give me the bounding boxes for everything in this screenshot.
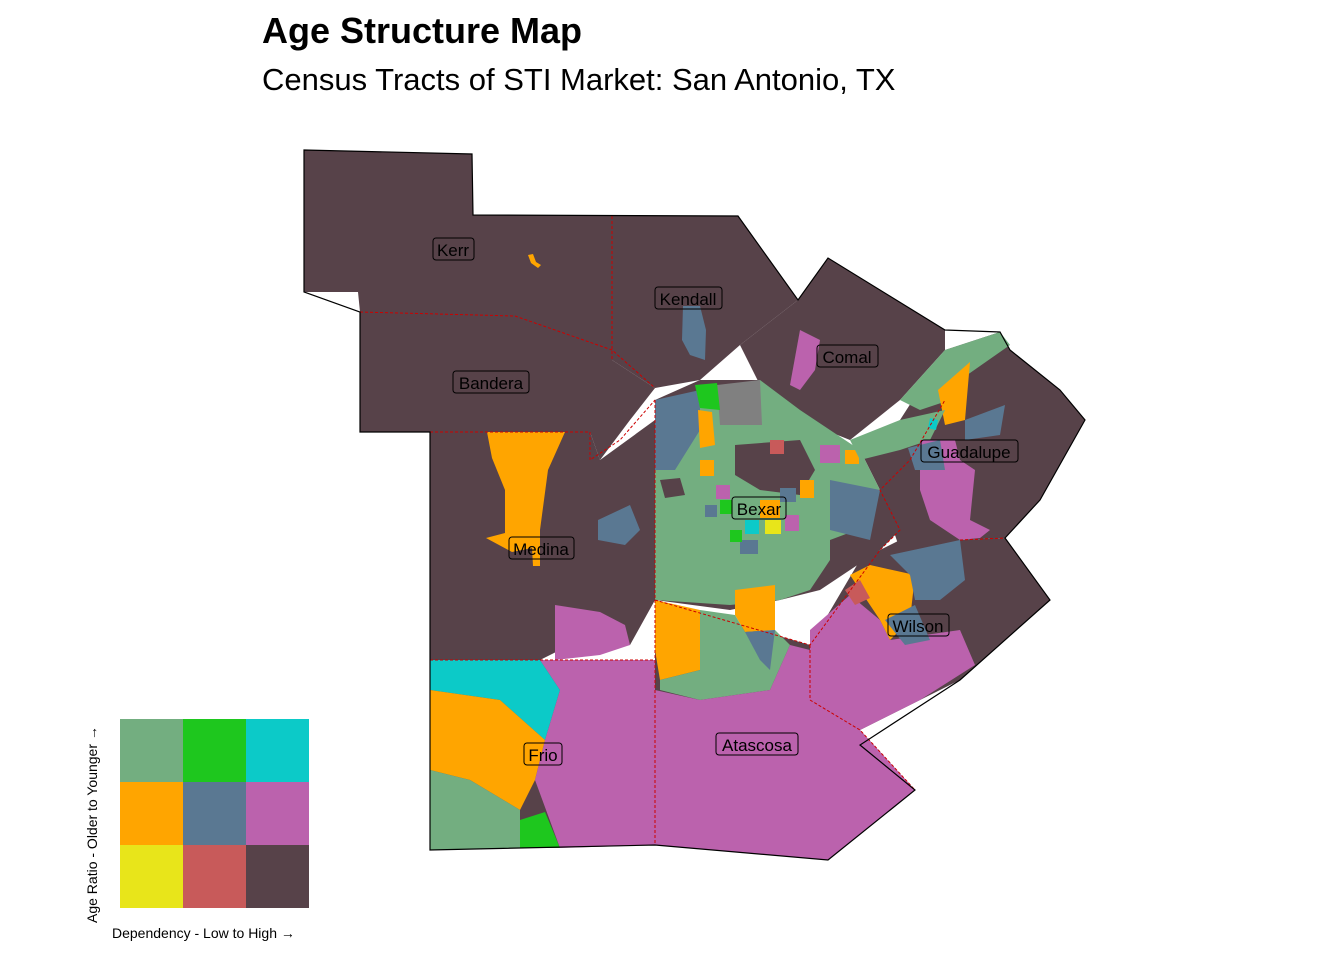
tract-region — [430, 690, 545, 810]
tract-region — [845, 450, 859, 464]
legend-y-axis-label: Age Ratio - Older to Younger → — [84, 726, 100, 923]
tract-region — [745, 630, 775, 670]
tract-region — [716, 485, 730, 499]
border-line — [430, 399, 656, 461]
tract-region — [555, 605, 630, 660]
legend-cell — [183, 845, 246, 908]
tract-region — [760, 500, 780, 518]
legend-x-axis-label: Dependency - Low to High → — [112, 925, 295, 941]
tract-region — [740, 540, 758, 554]
label-comal: Comal — [816, 344, 879, 368]
tract-region — [520, 812, 560, 848]
tract-region — [820, 445, 840, 463]
svg-text:Wilson: Wilson — [892, 617, 943, 636]
tract-region — [730, 530, 742, 542]
border-line — [959, 537, 1006, 541]
map-title: Age Structure Map — [262, 10, 583, 51]
svg-text:Kendall: Kendall — [660, 290, 717, 309]
label-bandera: Bandera — [452, 370, 530, 394]
tract-region — [900, 332, 1010, 410]
svg-text:Bexar: Bexar — [737, 500, 782, 519]
tract-region — [885, 605, 930, 645]
tract-region — [745, 520, 759, 534]
tract-region — [735, 440, 815, 495]
market-outline — [303, 149, 1086, 861]
county-labels: Kerr Kendall Comal Bandera Guadalupe Bex… — [432, 237, 1019, 766]
label-guadalupe: Guadalupe — [920, 439, 1019, 463]
label-bexar: Bexar — [731, 496, 787, 520]
tract-region — [528, 254, 541, 268]
county-borders — [359, 216, 1006, 845]
tract-region — [800, 480, 814, 498]
label-frio: Frio — [523, 742, 563, 766]
border-line — [359, 311, 656, 389]
tract-region — [660, 478, 685, 498]
tract-region — [785, 515, 799, 531]
legend-cell — [183, 782, 246, 845]
tract-region — [598, 505, 640, 545]
label-wilson: Wilson — [887, 613, 950, 637]
tract-region — [845, 580, 870, 605]
tract-region — [720, 500, 732, 514]
svg-text:Kerr: Kerr — [437, 241, 469, 260]
border-line — [809, 645, 916, 791]
tract-region — [700, 460, 714, 476]
county-kendall — [612, 216, 798, 388]
county-kerr — [304, 150, 612, 312]
tract-region — [655, 600, 700, 680]
tract-region — [655, 390, 700, 470]
tract-region — [965, 405, 1005, 440]
legend-cell — [120, 845, 183, 908]
tract-region — [430, 660, 560, 740]
tract-region — [535, 660, 655, 848]
county-guadalupe — [860, 332, 1085, 550]
tract-region — [850, 410, 945, 460]
label-kerr: Kerr — [432, 237, 475, 261]
map-subtitle: Census Tracts of STI Market: San Antonio… — [262, 62, 896, 97]
tract-region — [655, 645, 915, 860]
tract-region — [698, 410, 715, 448]
legend-cell — [183, 719, 246, 782]
tract-region — [790, 330, 820, 390]
tract-regions — [430, 254, 1010, 860]
svg-text:Bandera: Bandera — [459, 374, 524, 393]
border-line — [654, 399, 946, 646]
legend-cell — [246, 782, 309, 845]
county-comal — [740, 258, 945, 440]
bivariate-legend — [120, 719, 309, 908]
tract-region — [705, 505, 717, 517]
tract-region — [770, 440, 784, 454]
legend-cell — [246, 845, 309, 908]
legend-cell — [120, 719, 183, 782]
tract-region — [890, 540, 965, 600]
tract-region — [682, 306, 706, 360]
label-atascosa: Atascosa — [715, 732, 799, 756]
tract-region — [938, 362, 970, 425]
county-medina — [430, 420, 655, 660]
tract-region — [717, 380, 762, 425]
label-kendall: Kendall — [654, 286, 723, 310]
tract-region — [765, 520, 781, 534]
tract-region — [780, 488, 796, 502]
legend-cell — [120, 782, 183, 845]
county-bandera — [360, 312, 655, 460]
tract-region — [735, 585, 775, 632]
label-medina: Medina — [508, 536, 575, 560]
tract-region — [810, 595, 975, 730]
tract-region — [928, 418, 938, 430]
tract-region — [830, 480, 880, 540]
svg-text:Medina: Medina — [513, 540, 569, 559]
tract-region — [486, 432, 565, 566]
tract-region — [430, 770, 520, 850]
svg-text:Comal: Comal — [822, 348, 871, 367]
legend-cell — [246, 719, 309, 782]
svg-text:Atascosa: Atascosa — [722, 736, 792, 755]
svg-text:Frio: Frio — [528, 746, 557, 765]
svg-text:Guadalupe: Guadalupe — [927, 443, 1010, 462]
tract-region — [695, 383, 720, 410]
